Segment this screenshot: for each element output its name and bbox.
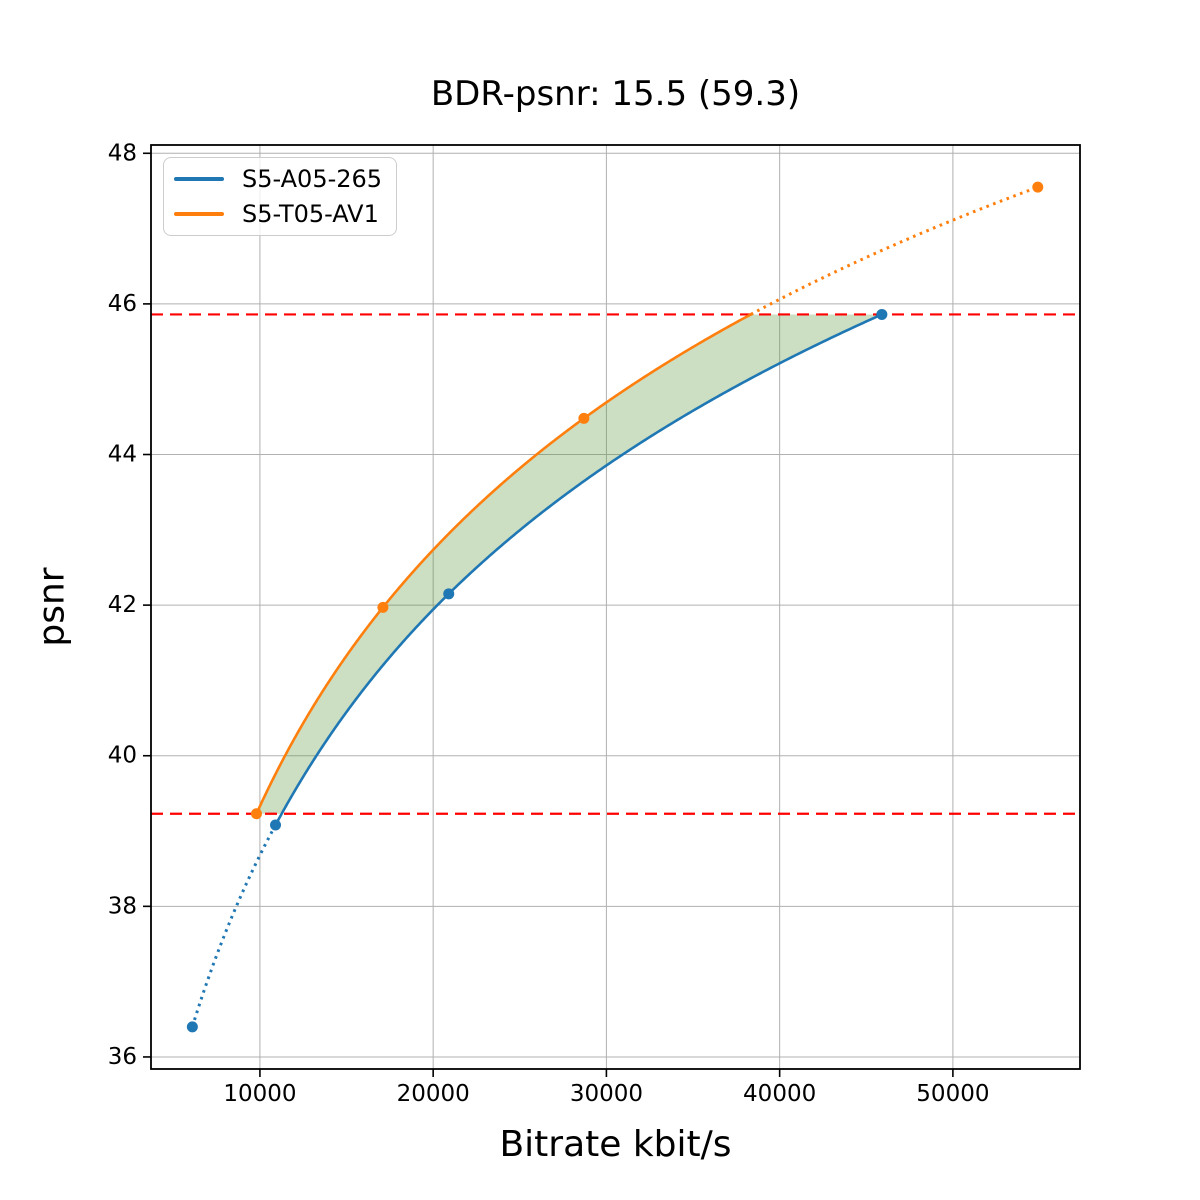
data-point-marker — [186, 1021, 198, 1033]
plot-border — [150, 144, 1081, 1070]
y-tick-label: 40 — [108, 743, 137, 769]
legend-item-s5-a05-265: S5-A05-265 — [174, 167, 382, 191]
y-tick-label: 46 — [108, 291, 137, 317]
legend-item-s5-t05-av1: S5-T05-AV1 — [174, 202, 382, 226]
y-tick-label: 48 — [108, 140, 137, 166]
y-tick-label: 42 — [108, 592, 137, 618]
x-axis-label: Bitrate kbit/s — [499, 1124, 732, 1165]
x-tick-label: 50000 — [916, 1081, 989, 1107]
data-point-marker — [876, 308, 888, 320]
x-tick-label: 20000 — [397, 1081, 470, 1107]
y-tick-label: 44 — [108, 442, 137, 468]
x-tick-label: 10000 — [223, 1081, 296, 1107]
legend-label: S5-A05-265 — [242, 165, 383, 193]
data-point-marker — [578, 412, 590, 424]
y-tick-label: 36 — [108, 1044, 137, 1070]
data-point-marker — [1032, 181, 1044, 193]
chart-title: BDR-psnr: 15.5 (59.3) — [430, 74, 801, 114]
series-line-dotted-S5-T05-AV1 — [750, 185, 1039, 316]
legend: S5-A05-265 S5-T05-AV1 — [163, 157, 398, 236]
legend-label: S5-T05-AV1 — [242, 200, 379, 228]
bd-overlap-fill — [256, 314, 882, 814]
series-line-S5-T05-AV1 — [255, 313, 752, 815]
legend-line-sample-orange — [174, 212, 224, 216]
data-point-marker — [270, 819, 282, 831]
series-line-dotted-S5-A05-265 — [190, 824, 277, 1028]
series-line-S5-A05-265 — [274, 313, 883, 826]
x-tick-label: 40000 — [743, 1081, 816, 1107]
legend-line-sample-blue — [174, 177, 224, 181]
data-point-marker — [377, 601, 389, 613]
y-tick-label: 38 — [108, 893, 137, 919]
data-point-marker — [443, 588, 455, 600]
data-point-marker — [250, 808, 262, 820]
grid-layer — [151, 145, 1080, 1069]
x-tick-label: 30000 — [570, 1081, 643, 1107]
